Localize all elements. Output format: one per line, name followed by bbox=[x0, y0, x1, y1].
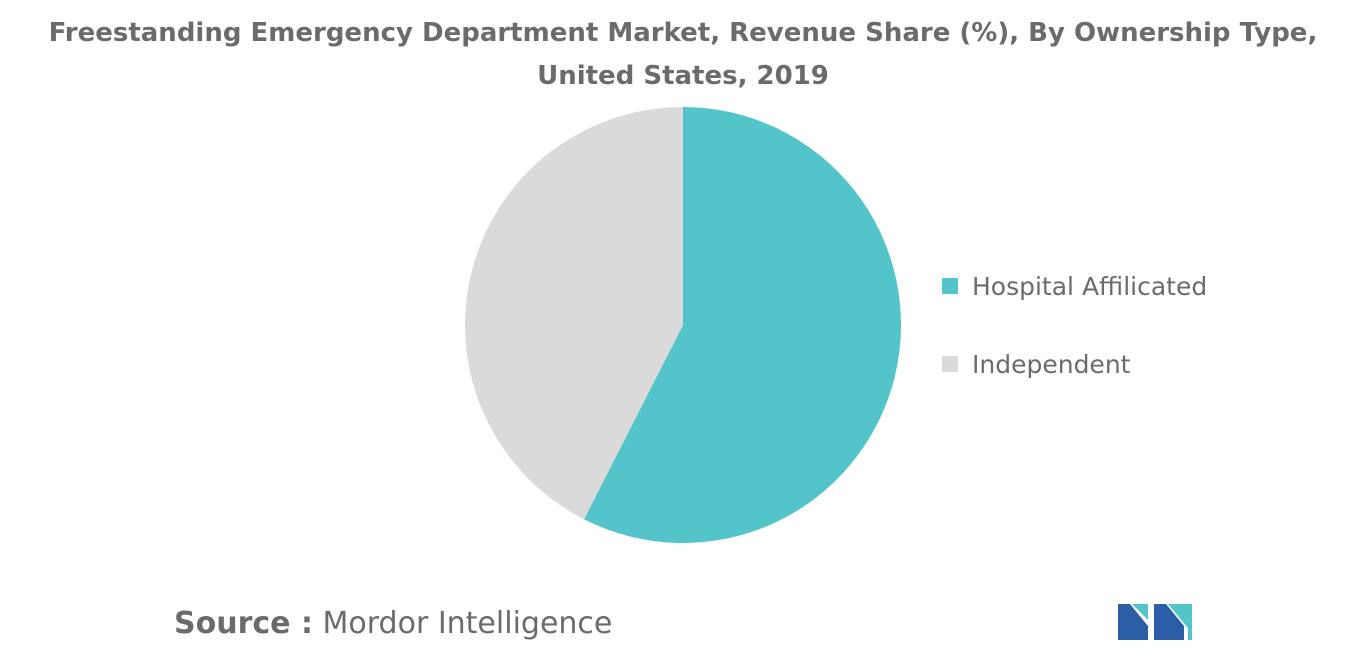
logo-shape-4 bbox=[1168, 604, 1192, 640]
logo-shape-3 bbox=[1154, 604, 1184, 640]
legend-item-independent: Independent bbox=[942, 344, 1207, 384]
legend-swatch-hospital-affilicated bbox=[942, 278, 958, 294]
legend-swatch-independent bbox=[942, 356, 958, 372]
source-note: Source : Mordor Intelligence bbox=[174, 606, 612, 641]
pie-slice-independent bbox=[465, 107, 683, 520]
source-label: Source : bbox=[174, 606, 313, 641]
source-value: Mordor Intelligence bbox=[322, 606, 613, 641]
legend-item-hospital-affilicated: Hospital Affilicated bbox=[942, 266, 1207, 306]
chart-title-line-2: United States, 2019 bbox=[537, 61, 829, 91]
pie-slice-hospital-affilicated bbox=[584, 107, 902, 543]
logo-shape-2 bbox=[1132, 604, 1148, 620]
chart-title-line-1: Freestanding Emergency Department Market… bbox=[48, 18, 1318, 48]
chart-title: Freestanding Emergency Department Market… bbox=[0, 12, 1366, 98]
legend-label-independent: Independent bbox=[972, 349, 1131, 379]
legend-label-hospital-affilicated: Hospital Affilicated bbox=[972, 271, 1208, 301]
logo-shape-1 bbox=[1118, 604, 1148, 640]
mordor-intelligence-logo bbox=[1118, 604, 1192, 640]
chart-legend: Hospital Affilicated Independent bbox=[942, 266, 1207, 422]
